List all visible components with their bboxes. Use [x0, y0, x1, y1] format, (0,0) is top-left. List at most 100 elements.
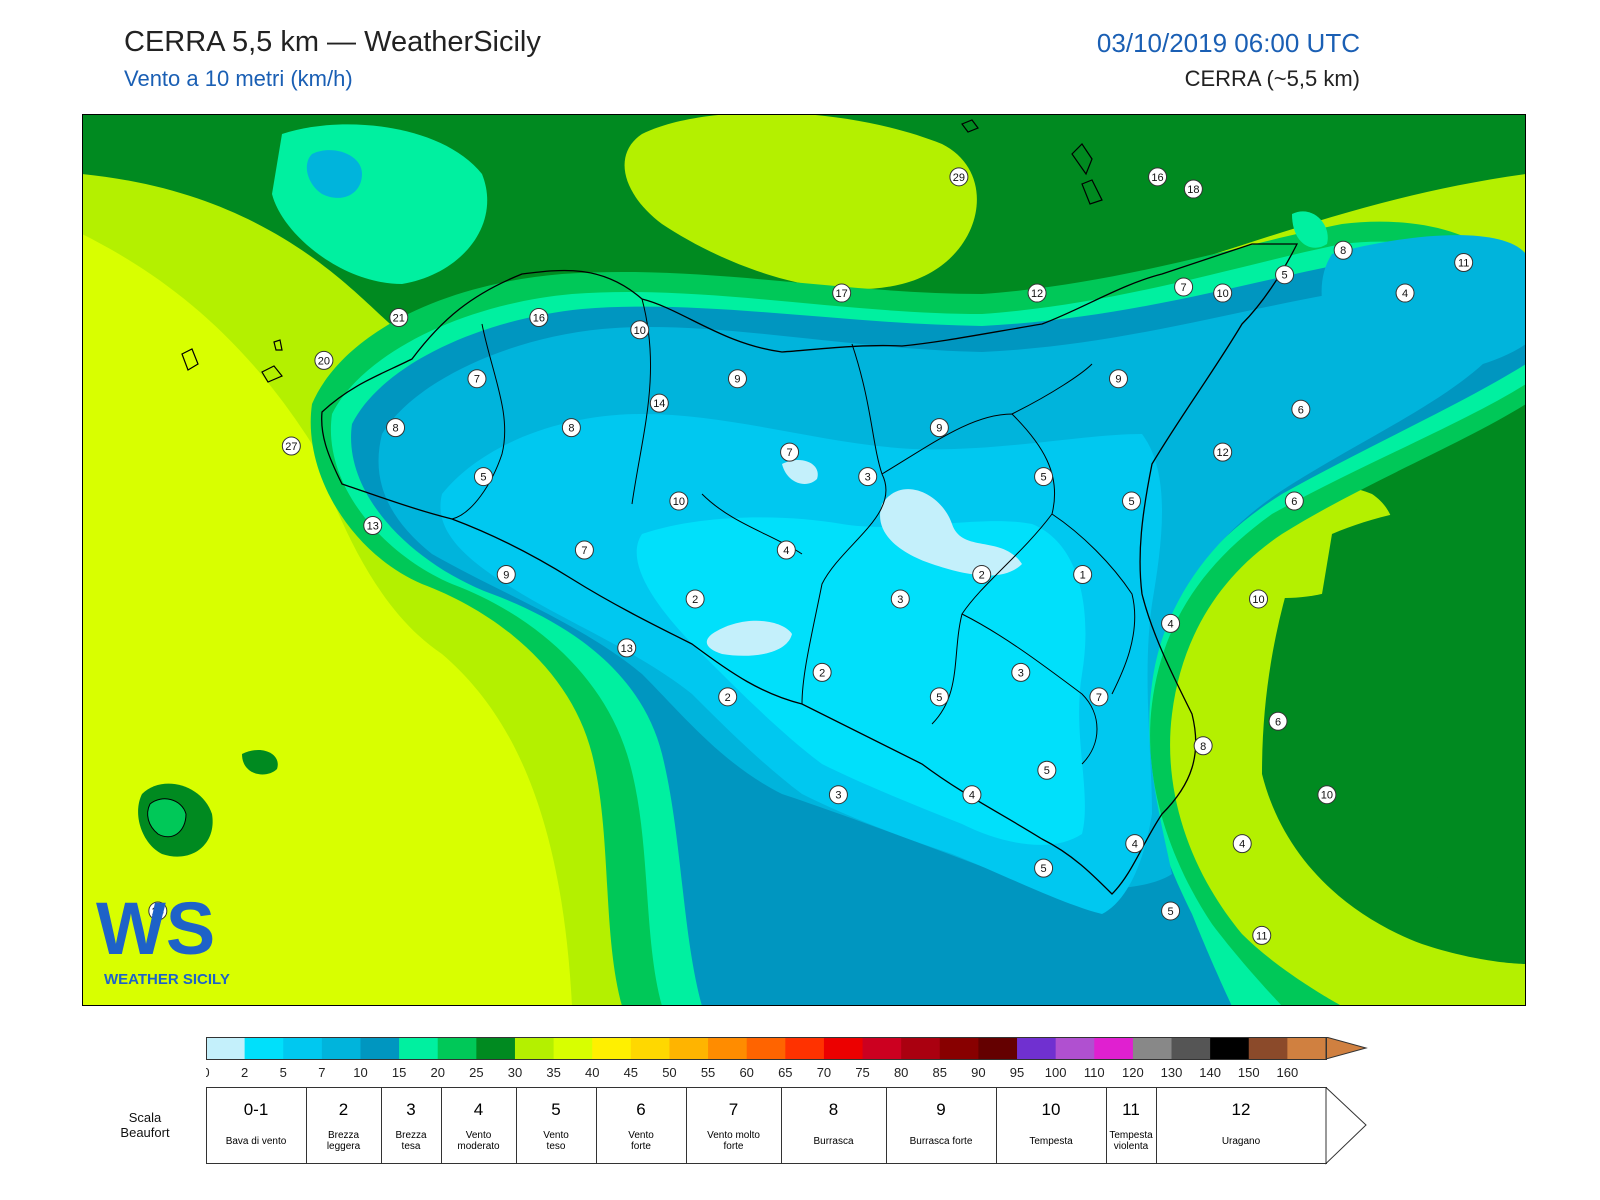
colorbar-tick-label: 160: [1277, 1065, 1299, 1080]
station-value: 16: [1151, 172, 1163, 184]
colorbar-swatch: [978, 1037, 1018, 1059]
colorbar-swatch: [630, 1037, 670, 1059]
station-value: 5: [1044, 765, 1050, 777]
station-marker: 4: [1161, 613, 1181, 633]
station-circle: [890, 589, 910, 609]
wind-colorbar: 0257101520253035404550556065707580859095…: [202, 1036, 1402, 1107]
beaufort-description: moderato: [457, 1141, 500, 1152]
station-marker: 7: [1174, 277, 1194, 297]
station-value: 10: [634, 325, 646, 337]
colorbar-tick-label: 45: [624, 1065, 638, 1080]
station-value: 17: [836, 288, 848, 300]
station-marker: 21: [389, 308, 409, 328]
station-circle: [1011, 662, 1031, 682]
colorbar-tick-label: 40: [585, 1065, 599, 1080]
beaufort-number: 3: [406, 1100, 415, 1119]
station-value: 6: [1275, 716, 1281, 728]
beaufort-number: 8: [829, 1100, 838, 1119]
station-value: 24: [152, 906, 164, 918]
station-marker: 9: [727, 369, 747, 389]
station-marker: 5: [1034, 467, 1054, 487]
station-value: 9: [734, 374, 740, 386]
calm-zone-1: [880, 489, 1022, 576]
beaufort-number: 0-1: [244, 1100, 269, 1119]
colorbar-swatch: [399, 1037, 439, 1059]
light-green-island: [624, 114, 977, 290]
colorbar-swatch: [1132, 1037, 1173, 1059]
colorbar-tick-label: 140: [1199, 1065, 1221, 1080]
station-marker: 6: [1291, 399, 1311, 419]
beaufort-description: forte: [631, 1141, 651, 1152]
colorbar-swatch: [321, 1037, 361, 1059]
station-value: 10: [1252, 594, 1264, 606]
station-circle: [1108, 369, 1128, 389]
beaufort-cell: [206, 1087, 307, 1164]
station-value: 18: [1187, 184, 1199, 196]
station-circle: [281, 436, 301, 456]
station-value: 7: [1181, 282, 1187, 294]
station-circle: [685, 589, 705, 609]
station-circle: [962, 785, 982, 805]
station-circle: [949, 167, 969, 187]
station-marker: 4: [1125, 834, 1145, 854]
colorbar-swatch: [553, 1037, 593, 1059]
station-marker: 10: [630, 320, 650, 340]
station-value: 9: [936, 423, 942, 435]
station-marker: 3: [1011, 662, 1031, 682]
station-value: 4: [1132, 839, 1138, 851]
beaufort-description: Vento: [466, 1130, 492, 1141]
beaufort-description: Burrasca: [813, 1136, 853, 1147]
beaufort-cell: [516, 1087, 597, 1164]
station-marker: 9: [496, 564, 516, 584]
station-marker: 8: [386, 418, 406, 438]
colorbar-tick-label: 7: [318, 1065, 325, 1080]
station-value: 6: [1298, 404, 1304, 416]
logo-wordmark: WEATHER SICILY: [104, 971, 230, 988]
colorbar-swatch: [1171, 1037, 1211, 1059]
beaufort-description: Burrasca forte: [910, 1136, 973, 1147]
station-marker: 5: [1037, 760, 1057, 780]
station-circle: [669, 491, 689, 511]
colorbar-swatch: [1094, 1037, 1134, 1059]
beaufort-number: 12: [1232, 1100, 1251, 1119]
station-marker: 12: [1027, 283, 1047, 303]
colorbar-tick-label: 55: [701, 1065, 715, 1080]
station-circle: [1284, 491, 1304, 511]
station-circle: [1317, 785, 1337, 805]
station-value: 16: [533, 313, 545, 325]
station-circle: [1213, 442, 1233, 462]
colorbar-swatch: [476, 1037, 516, 1059]
station-marker: 2: [812, 662, 832, 682]
station-value: 9: [1115, 374, 1121, 386]
colorbar-swatch: [901, 1037, 941, 1059]
station-circle: [858, 467, 878, 487]
beaufort-number: 10: [1042, 1100, 1061, 1119]
colorbar-tick-label: 120: [1122, 1065, 1144, 1080]
station-value: 5: [480, 472, 486, 484]
station-circle: [473, 467, 493, 487]
station-value: 2: [725, 692, 731, 704]
station-circle: [1037, 760, 1057, 780]
station-value: 8: [1340, 245, 1346, 257]
colorbar-tick-label: 110: [1084, 1065, 1105, 1080]
station-circle: [148, 901, 168, 921]
colorbar-tick-label: 60: [739, 1065, 753, 1080]
station-marker: 20: [314, 350, 334, 370]
station-circle: [1089, 687, 1109, 707]
station-value: 5: [1168, 906, 1174, 918]
station-marker: 24: [148, 901, 168, 921]
station-value: 3: [865, 472, 871, 484]
model-label: CERRA (~5,5 km): [1184, 66, 1360, 91]
station-value: 27: [285, 441, 297, 453]
station-value: 4: [1239, 839, 1245, 851]
colorbar-swatch: [1055, 1037, 1095, 1059]
beaufort-number: 9: [936, 1100, 945, 1119]
colorbar-swatch: [206, 1037, 246, 1059]
calm-zone-2: [706, 620, 792, 656]
station-value: 3: [835, 790, 841, 802]
station-circle: [1027, 283, 1047, 303]
station-marker: 9: [929, 418, 949, 438]
beaufort-number: 7: [729, 1100, 738, 1119]
station-circle: [389, 308, 409, 328]
station-marker: 17: [832, 283, 852, 303]
